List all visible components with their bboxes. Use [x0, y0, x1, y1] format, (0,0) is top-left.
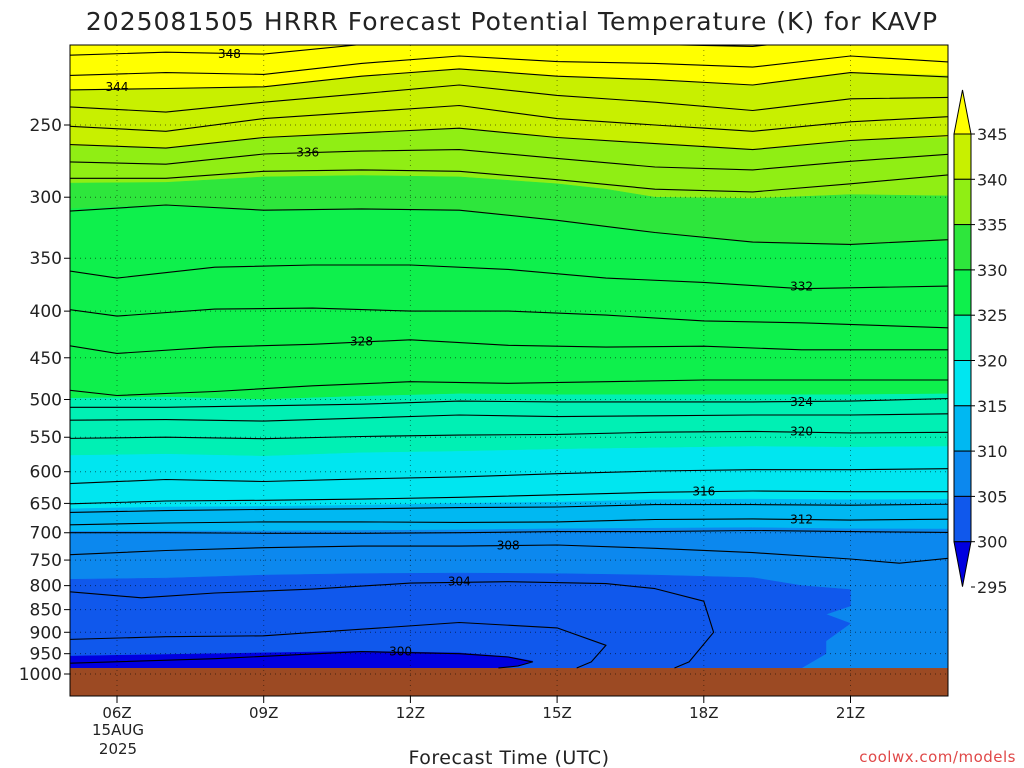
ground-layer — [70, 668, 948, 696]
x-axis: 06Z 09Z 12Z 15Z 18Z 21Z — [102, 696, 865, 722]
x-tick-label-21Z: 21Z — [836, 704, 865, 722]
contour-line-336 — [70, 149, 948, 171]
plot-frame — [69, 44, 949, 697]
colorbar-label-305: 305 — [977, 487, 1008, 506]
x-tick-label-06Z: 06Z — [102, 704, 131, 722]
colorbar-label-345: 345 — [977, 125, 1008, 144]
x-date-day: 15AUG — [92, 721, 144, 739]
colorbar-swatch-4 — [953, 269, 972, 316]
colorbar-label-330: 330 — [977, 261, 1008, 280]
fill-band-10 — [70, 650, 534, 669]
y-tick-label-350: 350 — [30, 249, 62, 269]
colorbar-label-320: 320 — [977, 352, 1008, 371]
y-tick-label-650: 650 — [30, 494, 62, 514]
colorbar: 345 340 335 330 325 320 315 310 305 300 295 — [953, 89, 1008, 597]
fill-band-9 — [70, 572, 852, 669]
contour-line-322 — [70, 413, 948, 422]
y-tick-label-900: 900 — [30, 623, 62, 643]
contour-line-310 — [70, 529, 948, 534]
colorbar-swatch-9 — [953, 495, 972, 543]
contour-line-332 — [70, 204, 948, 245]
y-tick-label-450: 450 — [30, 349, 62, 369]
y-tick-label-250: 250 — [30, 116, 62, 136]
colorbar-swatch-2 — [953, 178, 972, 226]
contour-label-328: 328 — [350, 335, 373, 349]
y-tick-label-600: 600 — [30, 463, 62, 483]
contour-line-326 — [70, 379, 948, 397]
contour-label-300: 300 — [389, 645, 412, 659]
y-tick-label-1000: 1000 — [19, 665, 62, 685]
contour-line-348 — [70, 45, 773, 56]
y-tick-label-800: 800 — [30, 577, 62, 597]
grid-layer — [70, 45, 948, 696]
contour-label-304: 304 — [448, 575, 471, 589]
colorbar-label-340: 340 — [977, 170, 1008, 189]
contour-label-344: 344 — [106, 80, 129, 94]
contour-label-316: 316 — [692, 485, 715, 499]
contour-label-336: 336 — [296, 146, 319, 160]
contour-label-312: 312 — [790, 513, 813, 527]
contour-label-320: 320 — [790, 424, 813, 438]
contour-line-344 — [70, 68, 948, 91]
contour-line-346 — [70, 55, 948, 76]
colorbar-swatch-5 — [953, 314, 972, 362]
colorbar-swatch-8 — [953, 450, 972, 497]
colorbar-label-315: 315 — [977, 397, 1008, 416]
y-tick-label-400: 400 — [30, 302, 62, 322]
colorbar-cap-top — [953, 89, 972, 135]
y-tick-label-950: 950 — [30, 645, 62, 665]
contour-label-324: 324 — [790, 395, 813, 409]
contour-line-320 — [70, 430, 948, 440]
contour-line-328 — [70, 339, 948, 354]
contour-label-332: 332 — [790, 280, 813, 294]
contour-line-334 — [70, 169, 948, 193]
y-axis: 2503003504004505005506006507007508008509… — [19, 116, 70, 685]
x-date-year: 2025 — [99, 740, 137, 758]
colorbar-swatch-7 — [953, 405, 972, 452]
x-tick-label-09Z: 09Z — [249, 704, 278, 722]
contour-label-layer: 348 344 336 332 328 324 320 316 312 308 304 300 — [106, 47, 814, 659]
colorbar-label-335: 335 — [977, 216, 1008, 235]
y-tick-label-750: 750 — [30, 551, 62, 571]
y-tick-label-500: 500 — [30, 391, 62, 411]
contour-line-layer — [70, 45, 948, 669]
x-tick-label-12Z: 12Z — [396, 704, 425, 722]
y-tick-label-700: 700 — [30, 524, 62, 544]
contour-line-304 — [70, 581, 715, 669]
contour-line-314 — [70, 503, 948, 514]
x-tick-label-18Z: 18Z — [689, 704, 718, 722]
contour-line-318 — [70, 468, 948, 485]
colorbar-cap-bottom — [953, 541, 972, 587]
contour-line-332 — [70, 264, 948, 290]
y-tick-label-850: 850 — [30, 601, 62, 621]
x-axis-label: Forecast Time (UTC) — [409, 747, 610, 768]
contour-line-330 — [70, 307, 948, 329]
contour-line-340 — [70, 104, 948, 132]
credit-text: coolwx.com/models — [859, 748, 1016, 766]
colorbar-label-300: 300 — [977, 533, 1008, 552]
x-tick-label-15Z: 15Z — [542, 704, 571, 722]
contour-label-348: 348 — [218, 47, 241, 61]
y-tick-label-550: 550 — [30, 428, 62, 448]
contour-label-308: 308 — [497, 539, 520, 553]
colorbar-label-325: 325 — [977, 306, 1008, 325]
contour-line-324 — [70, 397, 948, 408]
filled-contour-layer — [70, 45, 948, 669]
contour-line-302 — [70, 621, 607, 669]
colorbar-label-310: 310 — [977, 442, 1008, 461]
ground-surface — [70, 668, 948, 696]
colorbar-label-295: 295 — [977, 578, 1008, 597]
colorbar-swatch-3 — [953, 224, 972, 271]
colorbar-swatch-1 — [953, 133, 972, 180]
contour-line-312 — [70, 518, 948, 526]
contour-line-342 — [70, 84, 948, 113]
chart-title: 2025081505 HRRR Forecast Potential Tempe… — [86, 7, 938, 36]
y-tick-label-300: 300 — [30, 188, 62, 208]
contour-line-316 — [70, 490, 948, 505]
contour-line-338 — [70, 127, 948, 151]
contour-line-300 — [70, 651, 534, 669]
contour-line-308 — [70, 544, 948, 564]
colorbar-swatch-6 — [953, 360, 972, 407]
